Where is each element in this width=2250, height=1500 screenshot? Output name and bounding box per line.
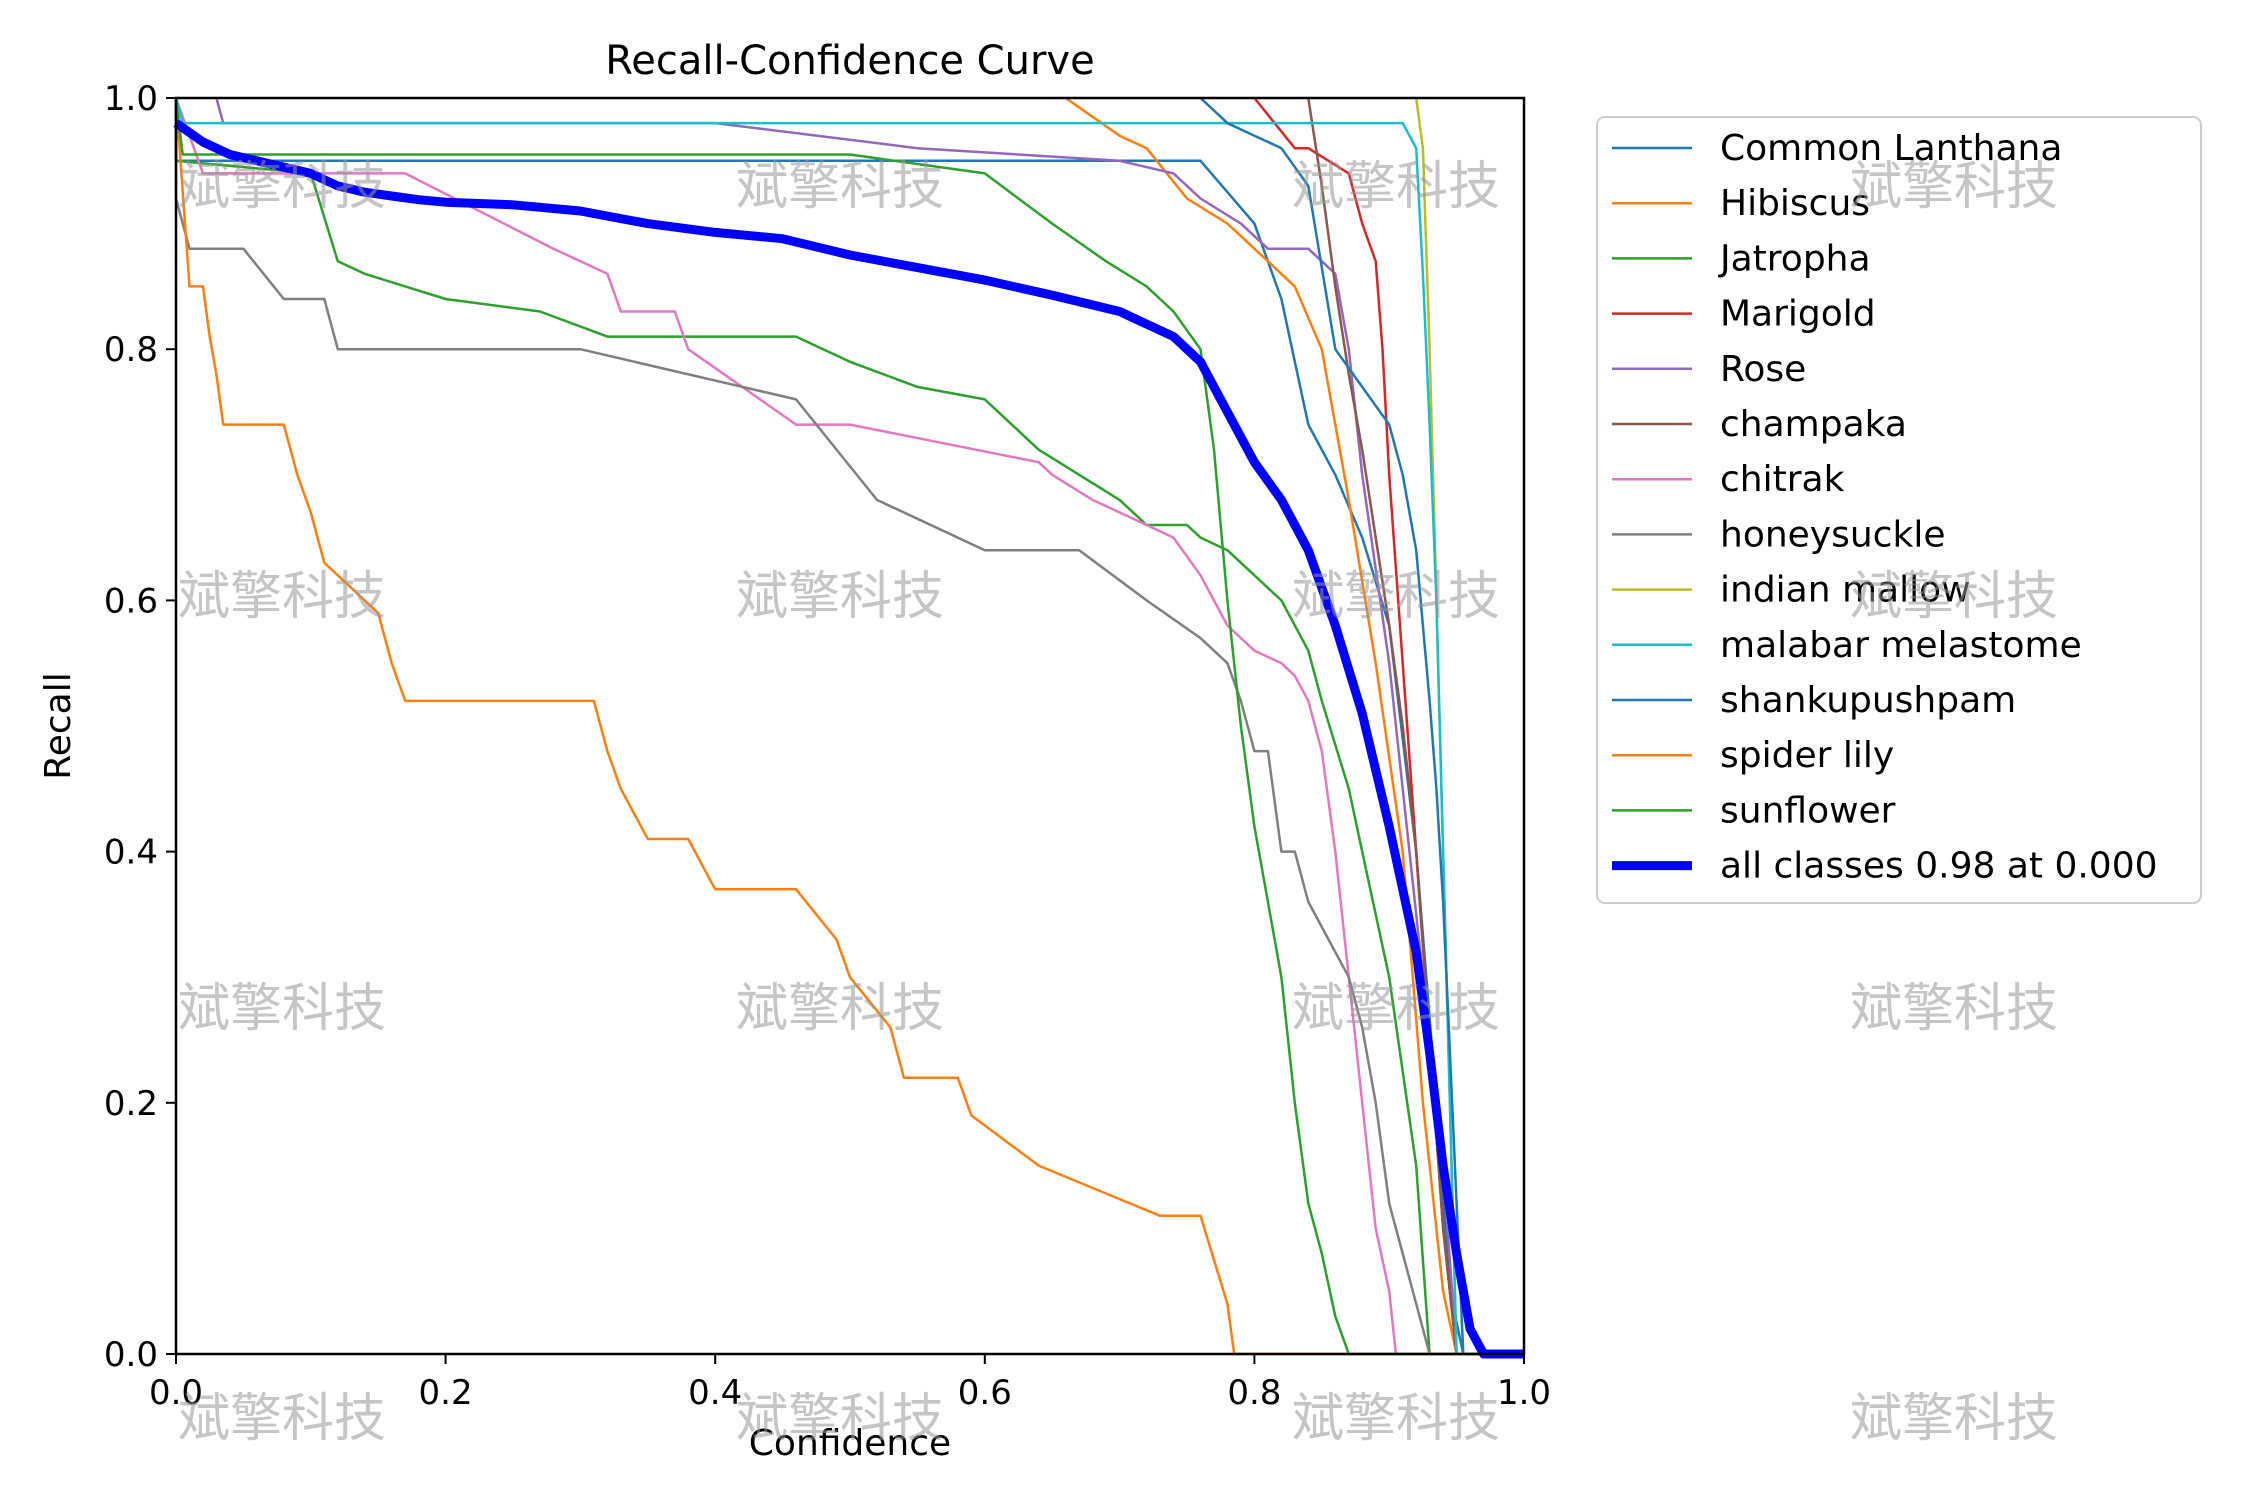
x-tick-label: 0.2: [419, 1373, 473, 1413]
y-tick-label: 0.0: [104, 1335, 158, 1375]
legend-label: indian mallow: [1720, 570, 1971, 611]
watermark-text: 斌擎科技: [1850, 1389, 2059, 1449]
legend-label: shankupushpam: [1720, 680, 2016, 721]
series-layer: [173, 96, 1524, 1359]
series-line-13: [173, 119, 1524, 1359]
watermark-text: 斌擎科技: [736, 567, 945, 627]
series-line-7: [174, 98, 1524, 1356]
x-tick-label: 0.6: [958, 1373, 1012, 1413]
legend-label: sunflower: [1720, 790, 1896, 831]
legend-label: honeysuckle: [1720, 514, 1945, 555]
watermark-text: 斌擎科技: [1850, 567, 2059, 627]
watermark-text: 斌擎科技: [736, 979, 945, 1039]
series-line-2: [174, 98, 1524, 1356]
watermark-text: 斌擎科技: [736, 1389, 945, 1449]
y-tick-label: 0.2: [104, 1084, 158, 1124]
x-axis-label: Confidence: [749, 1423, 951, 1464]
x-tick-label: 0.4: [688, 1373, 742, 1413]
watermark-text: 斌擎科技: [736, 157, 945, 217]
watermark-text: 斌擎科技: [178, 567, 387, 627]
series-line-10: [1199, 97, 1524, 1356]
legend: Common Lanthana Hibiscus Jatropha Marigold R…: [1596, 116, 2202, 904]
legend-label: Rose: [1720, 349, 1806, 390]
series-line-1: [1064, 96, 1524, 1356]
legend-label: Common Lanthana: [1720, 128, 2062, 169]
series-line-9: [174, 97, 1524, 1356]
watermark-text: 斌擎科技: [1292, 1389, 1501, 1449]
legend-label: champaka: [1720, 404, 1907, 445]
legend-box: [1596, 116, 2202, 904]
watermark-text: 斌擎科技: [1850, 157, 2059, 217]
watermark-text: 斌擎科技: [1292, 979, 1501, 1039]
y-tick-label: 0.8: [104, 330, 158, 370]
legend-label: Jatropha: [1718, 238, 1871, 279]
watermark-text: 斌擎科技: [178, 1389, 387, 1449]
watermark-text: 斌擎科技: [178, 979, 387, 1039]
series-line-5: [1307, 97, 1524, 1356]
x-tick-label: 1.0: [1497, 1373, 1551, 1413]
x-tick-label: 0.0: [149, 1373, 203, 1413]
chart-title: Recall-Confidence Curve: [605, 38, 1094, 84]
legend-label: spider lily: [1720, 735, 1894, 776]
y-tick-label: 1.0: [104, 79, 158, 119]
y-axis: 0.0 0.2 0.4 0.6 0.8 1.0: [104, 79, 176, 1375]
y-tick-label: 0.4: [104, 833, 158, 873]
legend-label: Marigold: [1720, 294, 1876, 335]
legend-label: malabar melastome: [1720, 625, 2082, 666]
watermark-text: 斌擎科技: [1292, 157, 1501, 217]
watermark-text: 斌擎科技: [178, 157, 387, 217]
watermark-text: 斌擎科技: [1850, 979, 2059, 1039]
series-line-11: [174, 97, 1524, 1356]
legend-label: all classes 0.98 at 0.000: [1720, 846, 2158, 887]
plot-frame: [174, 96, 1526, 1356]
watermark-text: 斌擎科技: [1292, 567, 1501, 627]
y-axis-label: Recall: [38, 672, 79, 779]
y-tick-label: 0.6: [104, 581, 158, 621]
x-axis: 0.0 0.2 0.4 0.6 0.8 1.0: [149, 1354, 1551, 1413]
series-line-6: [174, 97, 1524, 1356]
legend-label: chitrak: [1720, 459, 1845, 500]
legend-label: Hibiscus: [1720, 183, 1870, 224]
x-tick-label: 0.8: [1227, 1373, 1281, 1413]
